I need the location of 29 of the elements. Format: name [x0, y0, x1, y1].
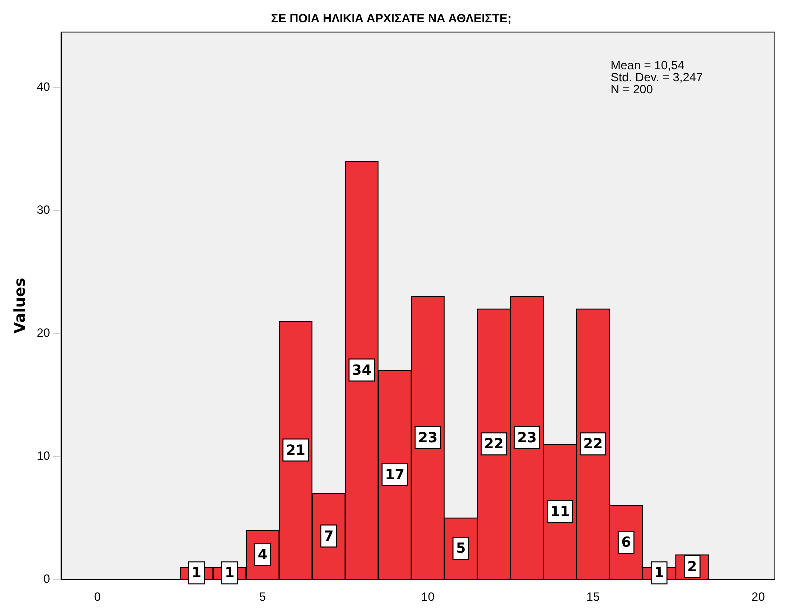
data-label: 23 [418, 430, 438, 447]
y-tick-label: 20 [36, 326, 51, 340]
chart-title: ΣΕ ΠΟΙΑ ΗΛΙΚΙΑ ΑΡΧΙΣΑΤΕ ΝΑ ΑΘΛΕΙΣΤΕ; [271, 12, 512, 26]
data-label: 1 [224, 566, 235, 582]
data-label: 6 [621, 535, 632, 552]
data-label: 2 [688, 560, 698, 576]
annotation: Mean = 10,54 Std. Dev. = 3,247 N = 200 [610, 58, 704, 97]
y-tick-label: 30 [36, 203, 51, 218]
data-label: 22 [584, 436, 604, 453]
data-label: 17 [385, 467, 405, 484]
y-axis-title: Values [10, 278, 29, 334]
data-label: 5 [456, 541, 466, 558]
data-label: 7 [324, 528, 334, 545]
x-tick-label: 0 [94, 590, 102, 604]
data-label: 1 [654, 566, 664, 582]
data-label: 23 [517, 430, 537, 447]
y-tick-label: 0 [44, 572, 51, 586]
x-tick-label: 20 [752, 590, 766, 604]
x-tick-label: 10 [421, 590, 436, 604]
data-label: 1 [192, 566, 202, 582]
x-tick-label: 15 [586, 590, 600, 604]
x-tick-label: 5 [260, 590, 267, 604]
data-label: 21 [286, 442, 306, 459]
data-label: 34 [352, 362, 372, 379]
data-label: 22 [484, 436, 504, 453]
y-tick-label: 40 [36, 80, 51, 94]
y-tick-label: 10 [36, 448, 51, 463]
data-label: 4 [258, 547, 268, 564]
data-label: 11 [550, 504, 570, 520]
